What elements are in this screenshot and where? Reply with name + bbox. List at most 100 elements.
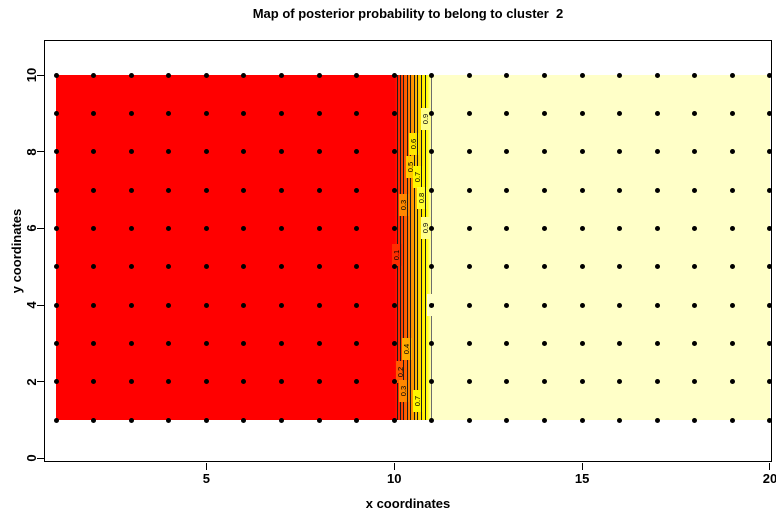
data-point [354, 417, 360, 423]
data-point [729, 149, 735, 155]
data-point [654, 187, 660, 193]
data-point [429, 302, 435, 308]
data-point [466, 340, 472, 346]
data-point [654, 225, 660, 231]
data-point [654, 110, 660, 116]
data-point [241, 302, 247, 308]
data-point [91, 225, 97, 231]
data-point [617, 417, 623, 423]
data-point [166, 72, 172, 78]
data-point [504, 110, 510, 116]
data-point [429, 379, 435, 385]
data-point [91, 264, 97, 270]
data-point [203, 379, 209, 385]
data-point [278, 379, 284, 385]
data-point [241, 264, 247, 270]
data-point [203, 340, 209, 346]
x-axis-tick-label: 5 [202, 471, 210, 486]
data-point [316, 72, 322, 78]
data-point [128, 110, 134, 116]
data-point [767, 417, 773, 423]
data-point [617, 340, 623, 346]
y-axis-tick-label: 6 [23, 224, 39, 232]
data-point [617, 110, 623, 116]
x-axis-tick [769, 463, 771, 470]
y-axis-tick [37, 151, 44, 153]
data-point [316, 187, 322, 193]
data-point [203, 110, 209, 116]
y-axis-tick [37, 227, 44, 229]
data-point [278, 225, 284, 231]
data-point [429, 187, 435, 193]
data-point [767, 264, 773, 270]
data-point [504, 417, 510, 423]
data-point [91, 302, 97, 308]
data-point [316, 340, 322, 346]
data-point [466, 379, 472, 385]
data-point [579, 149, 585, 155]
y-axis-tick-label: 2 [23, 378, 39, 386]
data-point [729, 72, 735, 78]
contour-line [421, 75, 423, 420]
data-point [316, 302, 322, 308]
data-point [692, 149, 698, 155]
data-point [617, 187, 623, 193]
y-axis-tick [37, 74, 44, 76]
data-point [504, 302, 510, 308]
data-point [767, 225, 773, 231]
data-point [429, 72, 435, 78]
data-point [729, 302, 735, 308]
data-point [504, 264, 510, 270]
data-point [316, 417, 322, 423]
y-axis-tick-label: 4 [23, 301, 39, 309]
data-point [241, 340, 247, 346]
data-point [91, 379, 97, 385]
data-point [91, 417, 97, 423]
data-point [278, 149, 284, 155]
x-axis-title: x coordinates [365, 496, 451, 511]
data-point [241, 187, 247, 193]
contour-line [400, 75, 402, 420]
data-point [128, 379, 134, 385]
data-point [316, 110, 322, 116]
data-point [767, 340, 773, 346]
data-point [391, 340, 397, 346]
data-point [203, 302, 209, 308]
data-point [354, 149, 360, 155]
data-point [692, 264, 698, 270]
data-point [767, 72, 773, 78]
data-point [466, 110, 472, 116]
data-point [542, 264, 548, 270]
data-point [128, 340, 134, 346]
data-point [53, 225, 59, 231]
data-point [692, 340, 698, 346]
data-point [692, 110, 698, 116]
data-point [91, 72, 97, 78]
data-point [391, 149, 397, 155]
contour-line [403, 75, 405, 420]
data-point [466, 302, 472, 308]
data-point [542, 302, 548, 308]
data-point [278, 110, 284, 116]
data-point [692, 72, 698, 78]
data-point [391, 417, 397, 423]
data-point [391, 379, 397, 385]
data-point [729, 340, 735, 346]
data-point [466, 149, 472, 155]
data-point [542, 149, 548, 155]
data-point [654, 302, 660, 308]
data-point [654, 340, 660, 346]
data-point [692, 187, 698, 193]
data-point [53, 149, 59, 155]
data-point [767, 379, 773, 385]
x-axis-tick-label: 15 [574, 471, 590, 486]
data-point [391, 110, 397, 116]
y-axis-tick [37, 457, 44, 459]
data-point [542, 379, 548, 385]
data-point [579, 110, 585, 116]
data-point [617, 149, 623, 155]
probability-fill-gradient [56, 75, 770, 420]
data-point [504, 72, 510, 78]
data-point [429, 225, 435, 231]
